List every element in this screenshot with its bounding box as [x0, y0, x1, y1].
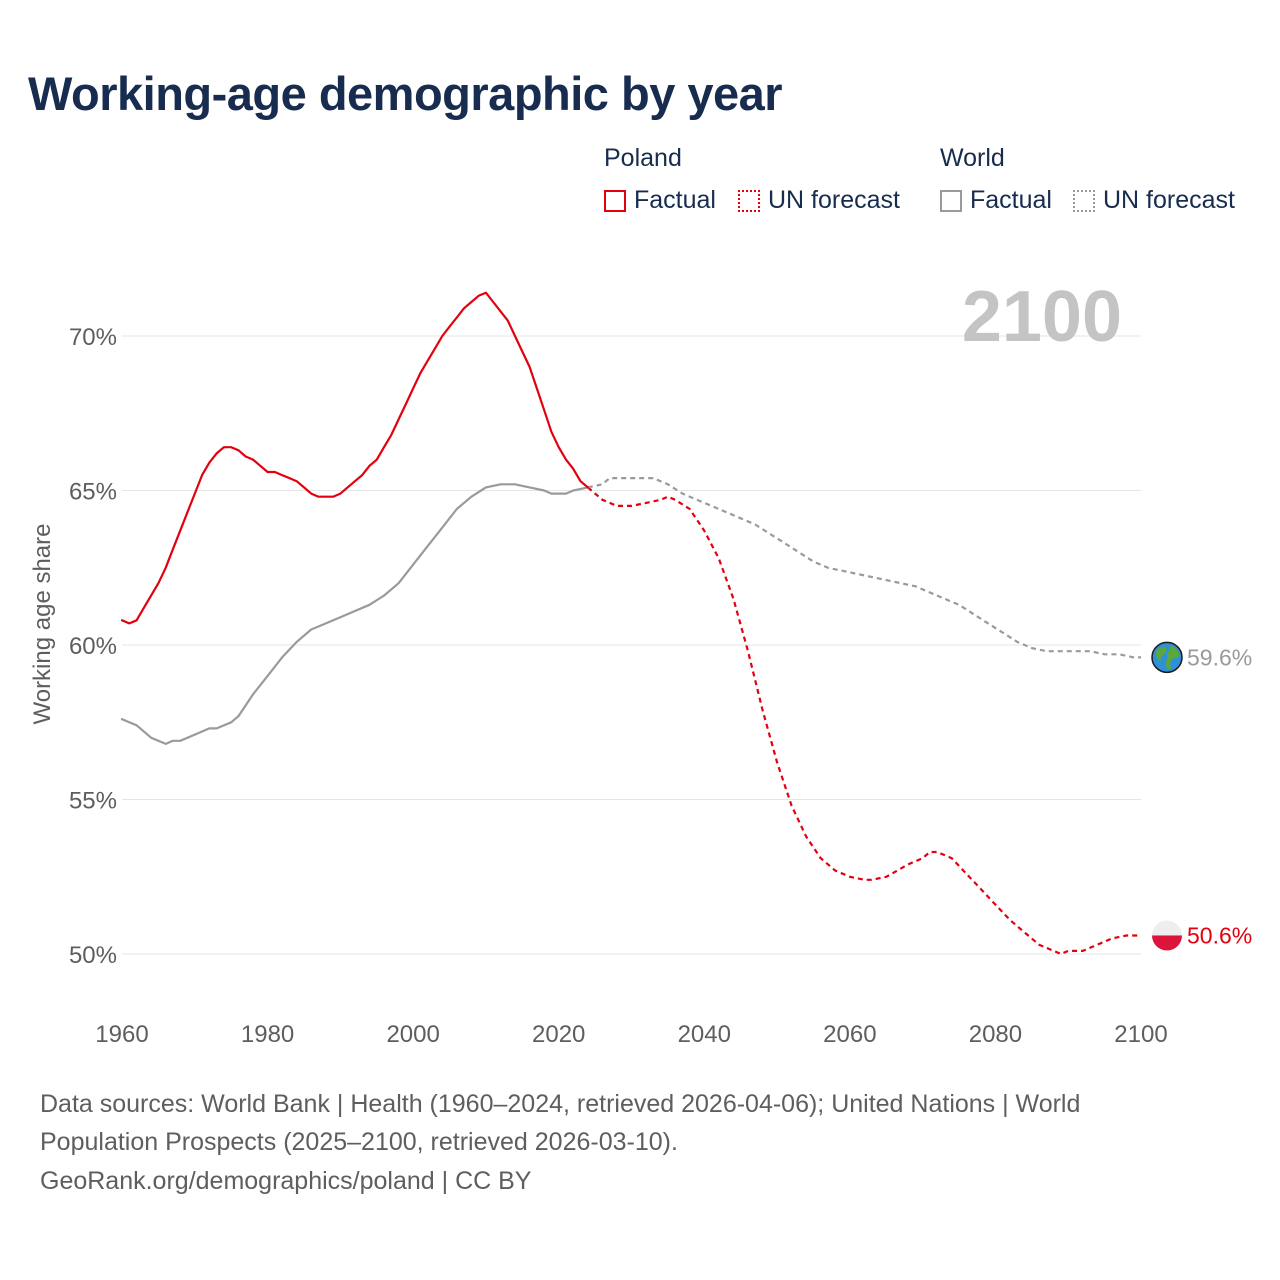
- series-line-world-factual[interactable]: [120, 483, 589, 745]
- globe-icon: [1151, 641, 1183, 674]
- flag-red-band: [1152, 935, 1182, 951]
- legend-group-world: World: [940, 144, 1005, 172]
- y-tick-label: 65%: [69, 479, 117, 506]
- y-tick-label: 60%: [69, 633, 117, 660]
- poland-flag-icon: [1152, 920, 1182, 951]
- end-markers: 50.6% 59.6%: [1151, 641, 1252, 951]
- x-tick-label: 2040: [678, 1021, 731, 1048]
- legend-world-factual[interactable]: Factual: [940, 186, 1052, 215]
- source-credit[interactable]: GeoRank.org/demographics/poland | CC BY: [40, 1167, 532, 1195]
- x-tick-label: 2100: [1114, 1021, 1167, 1048]
- x-tick-label: 2080: [969, 1021, 1022, 1048]
- series-line-world-forecast[interactable]: [587, 477, 1141, 659]
- gridlines: [122, 335, 1141, 955]
- x-axis-ticks: 1960 1980 2000 2020 2040 2060 2080 2100: [95, 1021, 1167, 1048]
- legend-label: UN forecast: [1103, 186, 1235, 214]
- y-tick-label: 55%: [69, 788, 117, 815]
- series-line-poland-factual[interactable]: [120, 291, 589, 625]
- x-tick-label: 1980: [241, 1021, 294, 1048]
- chart-title: Working-age demographic by year: [28, 67, 783, 120]
- legend-swatch-world-factual: [940, 189, 962, 212]
- x-tick-label: 2000: [386, 1021, 439, 1048]
- y-axis-ticks: 50% 55% 60% 65% 70%: [69, 324, 117, 969]
- y-tick-label: 50%: [69, 942, 117, 969]
- chart-plot-area: 2100 50% 55% 60% 65% 70% 1960 1980 2000 2020 204…: [29, 277, 1252, 1048]
- series-line-poland-forecast[interactable]: [587, 486, 1141, 956]
- x-tick-label: 2060: [823, 1021, 876, 1048]
- series-lines: [120, 291, 1141, 956]
- x-tick-label: 2020: [532, 1021, 585, 1048]
- legend-label: Factual: [634, 186, 716, 214]
- current-year-label: 2100: [962, 277, 1122, 357]
- globe-land: [1165, 645, 1180, 670]
- world-end-label: 59.6%: [1187, 644, 1252, 670]
- legend-group-poland: Poland: [604, 144, 682, 172]
- source-line-2: Population Prospects (2025–2100, retriev…: [40, 1128, 678, 1156]
- y-axis-label: Working age share: [29, 524, 56, 725]
- legend-poland-forecast[interactable]: UN forecast: [738, 186, 900, 215]
- legend-label: UN forecast: [768, 186, 900, 214]
- legend-swatch-poland-forecast: [738, 189, 760, 212]
- legend-poland-factual[interactable]: Factual: [604, 186, 716, 215]
- globe-land: [1156, 646, 1167, 661]
- legend-swatch-world-forecast: [1073, 189, 1095, 212]
- poland-end-label: 50.6%: [1187, 922, 1252, 948]
- legend-world-forecast[interactable]: UN forecast: [1073, 186, 1235, 215]
- source-line-1: Data sources: World Bank | Health (1960–…: [40, 1090, 1081, 1118]
- x-tick-label: 1960: [95, 1021, 148, 1048]
- legend-label: Factual: [970, 186, 1052, 214]
- flag-white-band: [1152, 920, 1182, 936]
- y-tick-label: 70%: [69, 324, 117, 351]
- legend-swatch-poland-factual: [604, 189, 626, 212]
